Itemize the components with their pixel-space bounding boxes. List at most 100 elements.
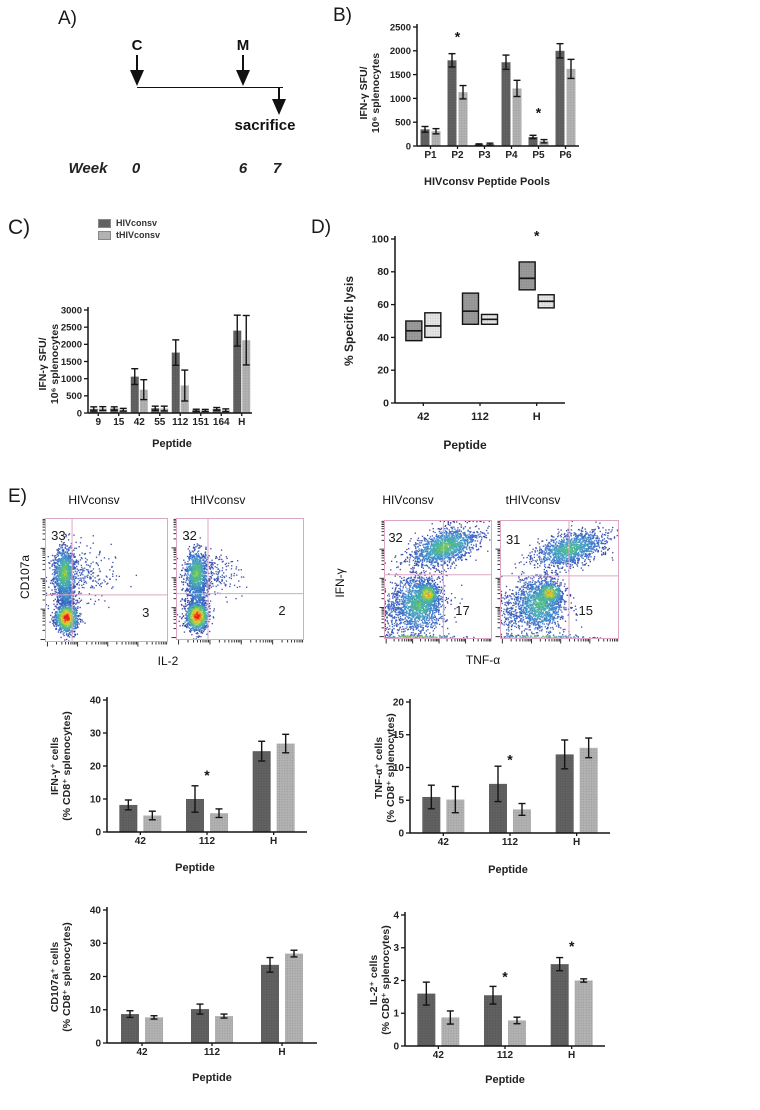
y-title-line1: TNF-α⁺ cells [373,736,385,800]
x-tick-label: 42 [135,836,147,847]
bar-texture [242,340,251,413]
y-title-line1: CD107a⁺ cells [49,941,61,1013]
y-tick-label: 4 [393,910,399,921]
panel-label-c: C) [8,216,31,239]
bar-texture [513,809,531,833]
week-7-label: 7 [272,160,282,177]
flow4-title: tHIVconsv [505,493,561,507]
flow2-title: tHIVconsv [190,493,246,507]
y-tick-label: 10 [90,794,102,805]
panel-label-d: D) [311,217,332,238]
y-title-line2: 10⁶ splenocytes [370,52,382,134]
y-tick-label: 0 [398,828,404,839]
y-title-line1: IL-2⁺ cells [368,954,380,1006]
flow-axis-ticks-flow2 [171,518,304,645]
panel-c-x-axis-title: Peptide [152,438,192,450]
bar-texture [555,50,565,146]
x-tick-label: 9 [95,417,101,428]
y-title-line2: (% CD8⁺ splenocytes) [380,925,392,1035]
flow-y-axis-ifng: IFN-γ [333,568,347,598]
bar-texture [539,141,549,146]
y-tick-label: 1 [393,1009,399,1020]
y-tick-label: 20 [393,697,405,708]
x-tick-label: P5 [532,150,545,161]
bar-texture [420,129,430,146]
x-tick-label: 112 [204,1047,221,1058]
bar-texture [276,743,295,832]
week-0-label: 0 [131,160,141,177]
x-tick-label: P1 [424,150,437,161]
y-tick-label: 2500 [390,22,411,33]
quadrant-percentage: 31 [505,531,521,547]
cd107a-chart: 42 112 H 0 10 20 30 40 [90,905,317,1058]
prime-arrow-head [130,70,144,86]
panel-label-b: B) [333,5,352,26]
panelD-chart: 42 112 H 0 20 40 60 80 100 * [371,228,565,423]
legend-label: HIVconsv [116,218,158,228]
flow-x-axis-tnfa: TNF-α [465,653,501,667]
x-tick-label: 112 [172,417,189,428]
flow-axis-ticks-flow3 [379,520,492,644]
y-tick-label: 40 [377,332,389,344]
quadrant-percentage: 2 [278,603,286,619]
bar-texture [508,1020,526,1046]
bar-texture [119,804,138,832]
x-tick-label: 164 [213,417,230,428]
y-tick-label: 0 [383,397,389,409]
x-tick-label: 42 [134,417,146,428]
flow-axis-ticks-flow1 [40,518,168,647]
x-tick-label: H [270,836,277,847]
y-tick-label: 500 [66,391,82,402]
flow-dot-plot-flow4 [500,520,619,639]
quadrant-percentage: 3 [142,604,150,620]
box-texture [462,293,479,325]
x-tick-label: P3 [478,150,491,161]
y-tick-label: 500 [395,118,411,129]
bar-texture [121,1014,139,1043]
legend-item-thivconsv: tHIVconsv [98,229,160,241]
bar-texture [566,68,576,146]
prime-arrow-stem [136,55,138,70]
panelC-chart: 9 15 42 55 112 151 164 H 0 500 1000 1500 2000 2500 300… [61,305,252,428]
quadrant-percentage: 17 [455,603,470,619]
ifng-x-axis-title: Peptide [175,862,215,874]
x-tick-label: H [238,417,245,428]
bar-texture [130,376,139,413]
y-tick-label: 60 [377,299,389,311]
bar-texture [501,62,511,146]
x-tick-label: 42 [136,1047,148,1058]
panel-label-e: E) [8,486,27,507]
sacrifice-arrow-head [272,99,286,115]
y-title-line1: IFN-γ⁺ cells [49,736,61,796]
x-tick-label: 42 [433,1050,445,1061]
y-tick-label: 1500 [390,70,411,81]
flow-x-axis-il2: IL-2 [157,654,179,668]
y-tick-label: 1500 [61,357,82,368]
x-tick-label: 42 [417,411,429,423]
significance-asterisk: * [502,969,508,985]
x-tick-label: P2 [451,150,464,161]
bar-texture [555,754,574,833]
legend-item-hivconsv: HIVconsv [98,217,160,229]
x-tick-label: 151 [192,417,209,428]
bar-texture [261,964,279,1043]
flow-dot-plot-flow3 [384,520,492,639]
boost-label: M [236,37,250,54]
panelB-chart: P1 P2 P3 P4 P5 P6 0 500 1000 1500 2000 2500 * * [390,22,579,161]
bar-texture [431,131,441,146]
box-texture [519,261,536,290]
quadrant-percentage: 33 [51,527,66,543]
legend-label: tHIVconsv [116,230,161,240]
legend-swatch-light [98,230,111,240]
y-tick-label: 10 [90,1005,102,1016]
bar-texture [574,980,593,1046]
y-tick-label: 20 [377,365,389,377]
significance-asterisk: * [569,938,575,954]
x-tick-label: 112 [502,837,519,848]
significance-asterisk: * [534,228,540,244]
bar-texture [186,799,204,832]
panel-d-x-axis-title: Peptide [443,438,487,452]
y-tick-label: 2 [393,976,399,987]
